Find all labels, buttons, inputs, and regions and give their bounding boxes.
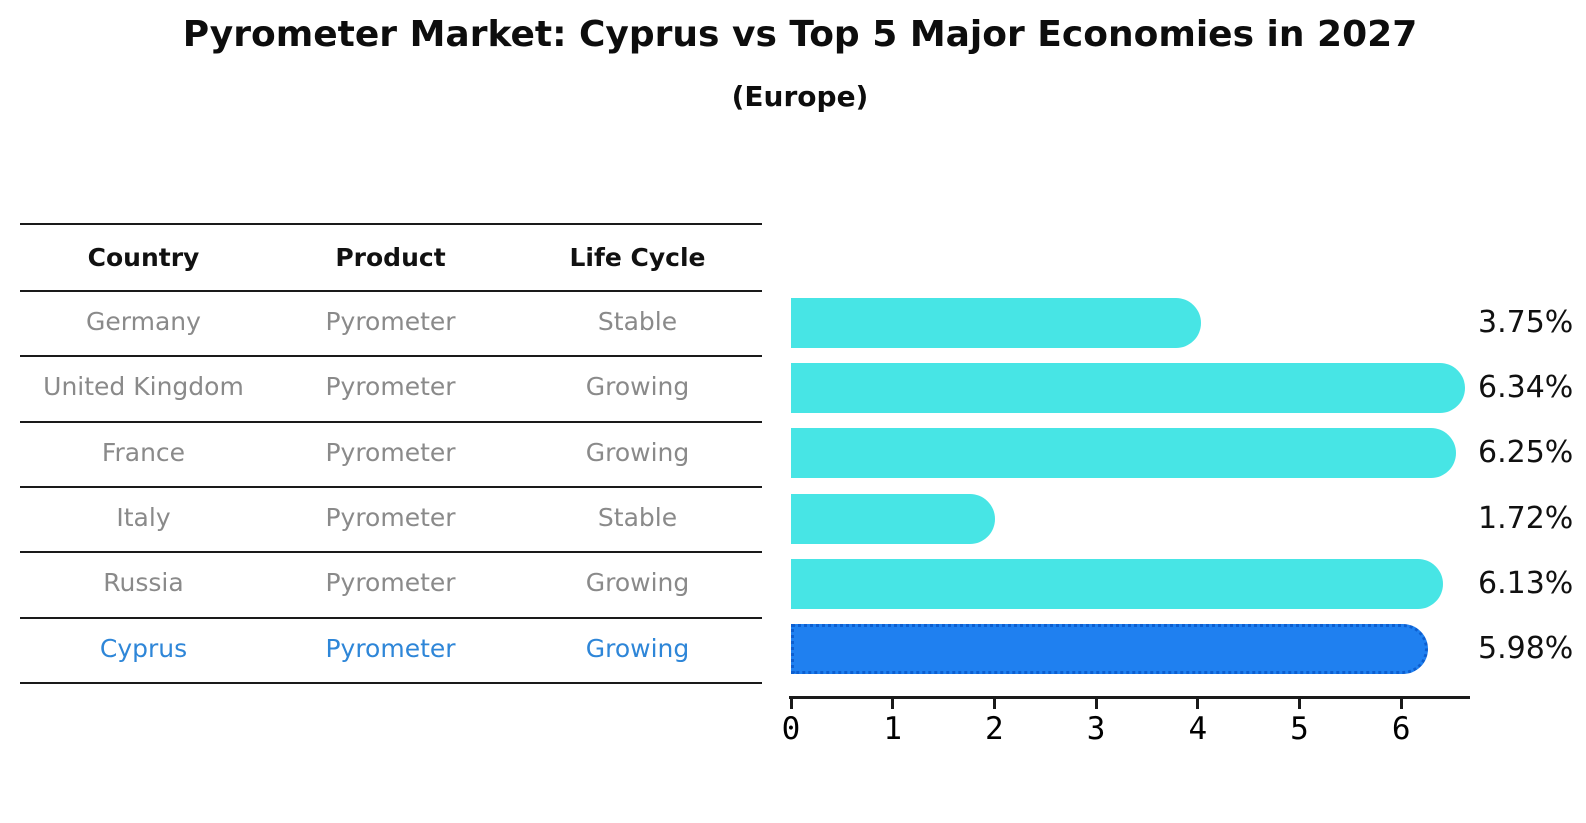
table-cell-country-italy: Italy [116, 502, 171, 532]
table-cell-product-united-kingdom: Pyrometer [325, 372, 456, 402]
x-axis-tick [1399, 699, 1403, 709]
x-axis-tick-label: 4 [1188, 711, 1208, 747]
table-cell-product-france: Pyrometer [325, 437, 456, 467]
page-subtitle: (Europe) [731, 80, 869, 113]
x-axis-tick [1196, 699, 1200, 709]
x-axis-tick-label: 6 [1391, 711, 1411, 747]
bar-value-label-united-kingdom: 6.34% [1478, 369, 1574, 405]
table-cell-life_cycle-italy: Stable [597, 502, 678, 532]
table-cell-product-germany: Pyrometer [325, 307, 456, 336]
x-axis-tick [1094, 699, 1098, 709]
bar-cyprus [791, 624, 1429, 675]
table-divider-line [20, 551, 762, 554]
table-cell-country-france: France [101, 437, 186, 467]
table-cell-country-cyprus: Cyprus [99, 633, 188, 663]
table-divider-line [20, 223, 762, 225]
table-divider-line [20, 485, 762, 488]
table-divider-line [20, 355, 762, 358]
bar-italy [791, 493, 995, 544]
table-cell-country-united-kingdom: United Kingdom [43, 372, 244, 402]
table-cell-life_cycle-france: Growing [585, 437, 690, 467]
bar-value-label-italy: 1.72% [1478, 500, 1574, 536]
bar-value-label-france: 6.25% [1478, 435, 1574, 471]
table-cell-product-cyprus: Pyrometer [325, 633, 456, 663]
table-cell-country-germany: Germany [86, 307, 201, 336]
table-divider-line [20, 290, 762, 292]
table-divider-line [20, 616, 762, 619]
table-divider-line [20, 681, 762, 684]
bar-russia [791, 558, 1444, 609]
table-header-product: Product [335, 243, 446, 272]
bar-united-kingdom [791, 362, 1465, 413]
table-cell-life_cycle-cyprus: Growing [585, 633, 690, 663]
table-cell-product-russia: Pyrometer [325, 568, 456, 598]
bar-value-label-germany: 3.75% [1478, 304, 1574, 340]
bar-germany [791, 297, 1202, 348]
table-header-country: Country [87, 243, 200, 272]
table-header-life-cycle: Life Cycle [569, 243, 706, 272]
x-axis-tick-label: 5 [1290, 711, 1309, 747]
table-cell-life_cycle-russia: Growing [585, 568, 690, 598]
table-cell-product-italy: Pyrometer [325, 502, 456, 532]
x-axis-tick-label: 2 [985, 711, 1004, 747]
x-axis-tick [992, 699, 996, 709]
bar-france [791, 428, 1456, 479]
x-axis-tick-label: 1 [883, 711, 903, 747]
bar-value-label-russia: 6.13% [1478, 565, 1574, 601]
x-axis-tick-label: 3 [1086, 711, 1106, 747]
x-axis-tick [891, 699, 895, 709]
x-axis-tick [789, 699, 793, 709]
page-title: Pyrometer Market: Cyprus vs Top 5 Major … [182, 14, 1418, 55]
table-cell-life_cycle-germany: Stable [597, 307, 678, 336]
x-axis-tick-label: 0 [781, 711, 801, 747]
table-divider-line [20, 420, 762, 423]
x-axis-tick [1298, 699, 1301, 709]
bar-value-label-cyprus: 5.98% [1478, 631, 1574, 667]
table-cell-life_cycle-united-kingdom: Growing [585, 372, 690, 402]
table-cell-country-russia: Russia [103, 568, 184, 598]
x-axis-line [789, 696, 1470, 699]
